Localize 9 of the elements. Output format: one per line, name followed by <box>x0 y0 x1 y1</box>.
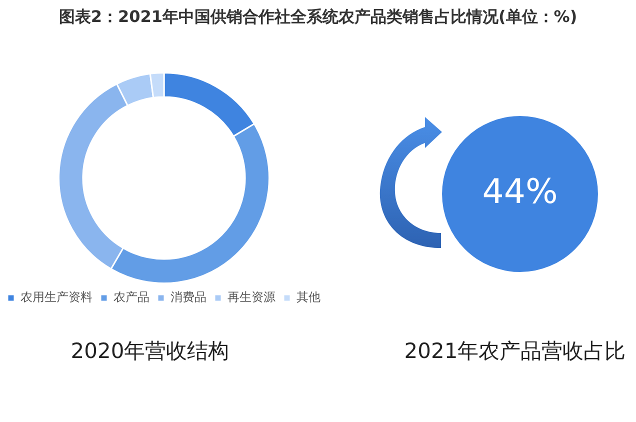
legend-label: 再生资源 <box>228 290 276 304</box>
legend-label: 消费品 <box>170 290 206 304</box>
legend-label: 其他 <box>296 290 320 304</box>
legend-label: 农用生产资料 <box>20 290 92 304</box>
legend-label: 农产品 <box>114 290 150 304</box>
chart-title: 图表2：2021年中国供销合作社全系统农产品类销售占比情况(单位：%) <box>58 7 578 28</box>
text: 2021年农产品营收占比 <box>403 338 627 365</box>
data-label: 44% <box>482 172 558 212</box>
text: 2020年营收结构 <box>70 338 230 365</box>
